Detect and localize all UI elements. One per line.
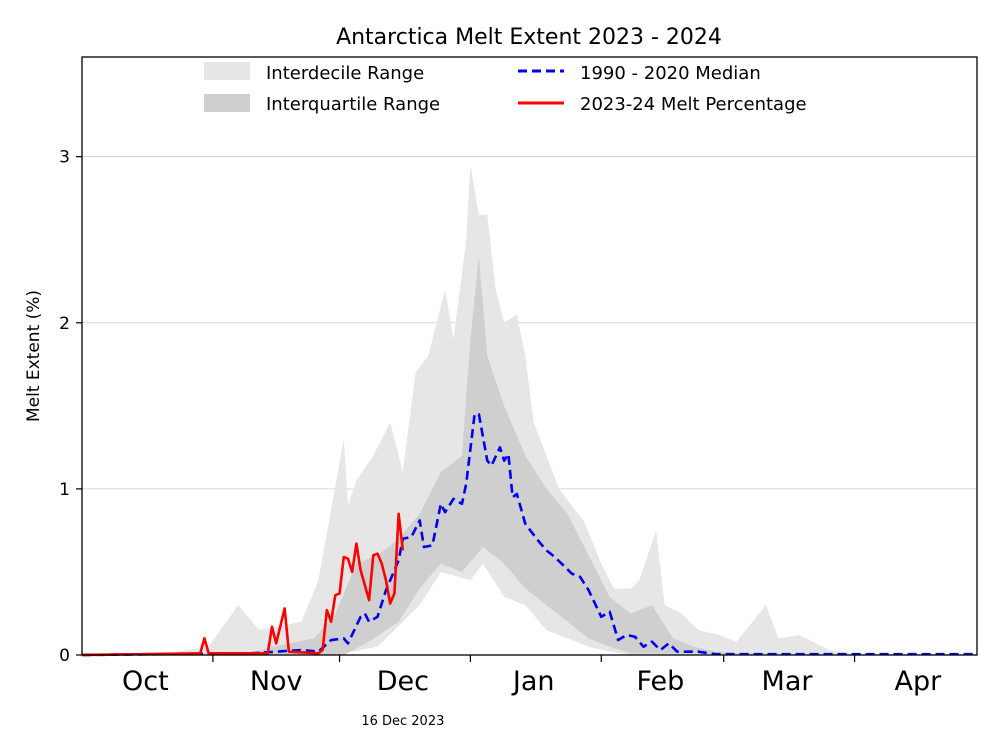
y-tick-label: 2 [59, 314, 70, 334]
series-line-1990-2020-median [81, 412, 977, 657]
x-month-label: Apr [895, 666, 943, 697]
band-interdecile-range [82, 164, 977, 655]
legend-label-melt: 2023-24 Melt Percentage [580, 94, 807, 115]
band-interquartile-range [82, 256, 977, 655]
range-bands [82, 164, 977, 655]
y-tick-label: 0 [59, 646, 70, 666]
legend-label-interdecile: Interdecile Range [266, 63, 424, 84]
y-tick-label: 1 [59, 480, 70, 500]
x-month-label: Oct [122, 666, 169, 697]
x-month-label: Nov [250, 666, 303, 697]
x-month-label: Feb [636, 666, 684, 697]
x-month-label: Dec [377, 666, 429, 697]
legend-swatch-interdecile [204, 62, 250, 80]
legend-swatch-interquartile [204, 94, 250, 112]
legend: Interdecile Range Interquartile Range 19… [204, 62, 807, 115]
series-lines [81, 412, 977, 657]
legend-label-median: 1990 - 2020 Median [580, 63, 761, 84]
y-tick-label: 3 [59, 148, 70, 168]
series-line-2023-24-melt-percentage [81, 512, 405, 657]
x-month-label: Jan [511, 666, 555, 697]
legend-label-interquartile: Interquartile Range [266, 94, 440, 115]
chart-title: Antarctica Melt Extent 2023 - 2024 [336, 25, 722, 50]
date-annotation: 16 Dec 2023 [361, 714, 444, 729]
x-axis: Oct Nov Dec Jan Feb Mar Apr [122, 655, 942, 697]
y-axis: 0 1 2 3 [59, 148, 82, 666]
plot-frame [81, 56, 978, 656]
x-month-label: Mar [762, 666, 814, 697]
y-axis-label: Melt Extent (%) [24, 290, 44, 422]
